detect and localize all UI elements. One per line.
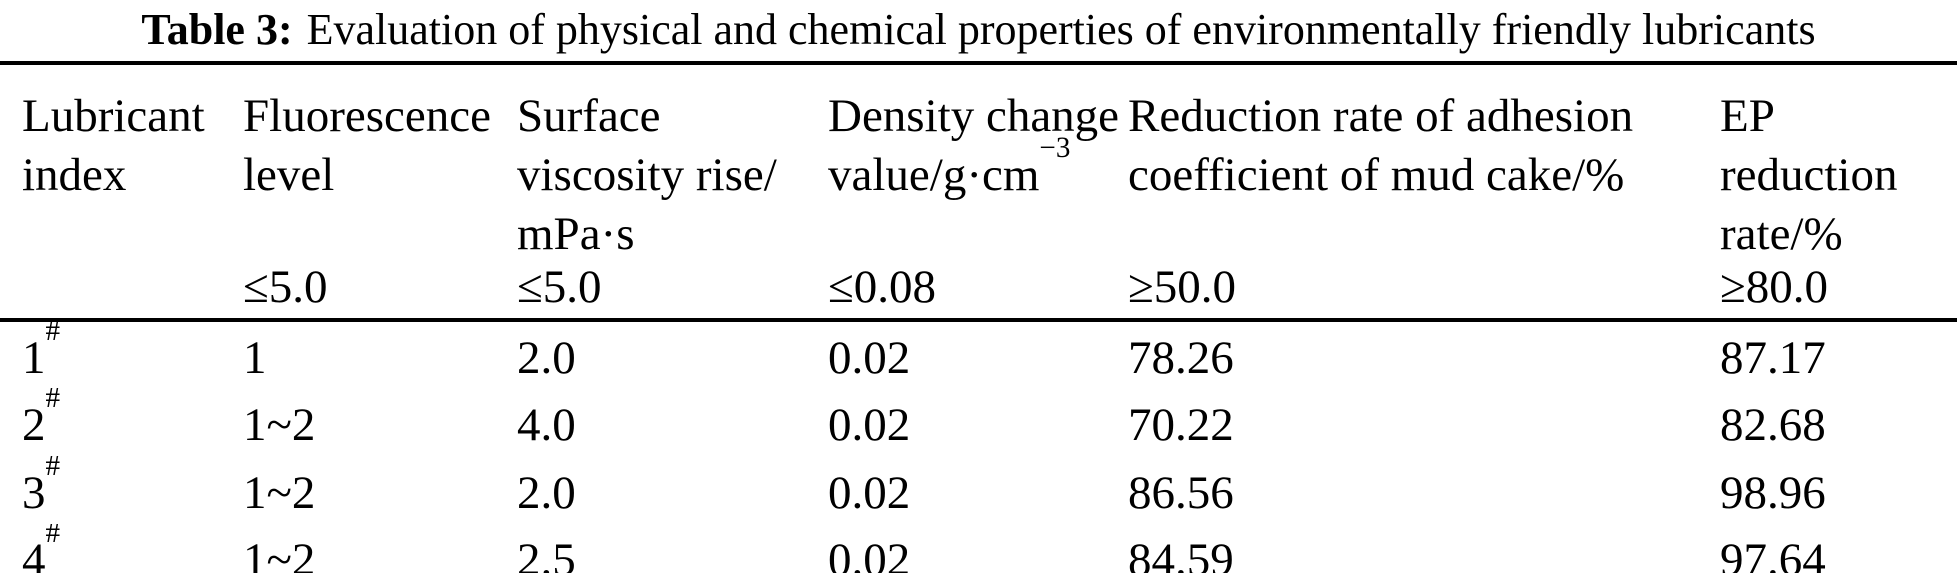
index-superscript: #: [45, 320, 61, 347]
header-line: value/g·cm−3: [828, 134, 1128, 205]
table-row-lubricant-2: 2# 1~2 4.0 0.02 70.22 82.68: [0, 388, 1957, 456]
spec-surface-viscosity-rise: ≤5.0: [517, 264, 828, 322]
cell-surface-viscosity-rise: 2.5: [517, 533, 576, 573]
spec-density-change: ≤0.08: [828, 264, 1128, 322]
header-line: mPa·s: [517, 208, 635, 260]
cell-index: 2#: [0, 388, 243, 456]
cell-density-change: 0.02: [828, 331, 911, 384]
cell-fluorescence-level: 1: [243, 331, 267, 384]
index-value: 2: [22, 398, 46, 451]
table-row-lubricant-3: 3# 1~2 2.0 0.02 86.56 98.96: [0, 456, 1957, 524]
table-caption-number: Table 3:: [141, 5, 293, 54]
cell-ep-reduction: 87.17: [1720, 331, 1826, 384]
header-row: Lubricant index Fluorescence level Surfa…: [0, 63, 1957, 264]
header-line: EP: [1720, 90, 1775, 142]
header-line: index: [22, 149, 127, 201]
spec-lubricant-index: [0, 264, 243, 322]
table-caption: Table 3: Evaluation of physical and chemi…: [0, 0, 1957, 61]
header-line: Surface: [517, 90, 661, 142]
cell-ep-reduction: 98.96: [1720, 466, 1826, 519]
column-header-fluorescence-level: Fluorescence level: [243, 63, 517, 264]
header-line: Fluorescence: [243, 90, 491, 142]
header-line: coefficient of mud cake/%: [1128, 149, 1625, 201]
index-value: 4: [22, 533, 46, 573]
cell-fluorescence-level: 1~2: [243, 533, 316, 573]
column-header-density-change: Density change value/g·cm−3: [828, 63, 1128, 264]
cell-adhesion-reduction: 86.56: [1128, 466, 1234, 519]
lubricant-properties-table: Lubricant index Fluorescence level Surfa…: [0, 61, 1957, 573]
cell-fluorescence-level: 1~2: [243, 398, 316, 451]
table-row-lubricant-1: 1# 1 2.0 0.02 78.26 87.17: [0, 320, 1957, 388]
cell-index: 4#: [0, 524, 243, 573]
spec-limits-row: ≤5.0 ≤5.0 ≤0.08 ≥50.0 ≥80.0: [0, 264, 1957, 322]
superscript-exponent: −3: [1039, 132, 1071, 165]
index-superscript: #: [45, 524, 61, 549]
table-row-lubricant-4: 4# 1~2 2.5 0.02 84.59 97.64: [0, 524, 1957, 573]
cell-surface-viscosity-rise: 2.0: [517, 331, 576, 384]
cell-density-change: 0.02: [828, 398, 911, 451]
column-header-lubricant-index: Lubricant index: [0, 63, 243, 264]
cell-ep-reduction: 97.64: [1720, 533, 1826, 573]
cell-adhesion-reduction: 84.59: [1128, 533, 1234, 573]
cell-adhesion-reduction: 78.26: [1128, 331, 1234, 384]
header-line: viscosity rise/: [517, 149, 777, 201]
cell-density-change: 0.02: [828, 466, 911, 519]
cell-surface-viscosity-rise: 2.0: [517, 466, 576, 519]
index-superscript: #: [45, 456, 61, 482]
spec-ep-reduction: ≥80.0: [1720, 264, 1957, 322]
header-line: reduction: [1720, 149, 1898, 201]
index-superscript: #: [45, 388, 61, 414]
header-line: rate/%: [1720, 208, 1843, 260]
cell-adhesion-reduction: 70.22: [1128, 398, 1234, 451]
column-header-surface-viscosity-rise: Surface viscosity rise/ mPa·s: [517, 63, 828, 264]
header-line: Density change: [828, 90, 1120, 142]
spec-fluorescence-level: ≤5.0: [243, 264, 517, 322]
column-header-ep-reduction: EP reduction rate/%: [1720, 63, 1957, 264]
table-caption-text: Evaluation of physical and chemical prop…: [306, 5, 1816, 54]
cell-ep-reduction: 82.68: [1720, 398, 1826, 451]
spec-adhesion-reduction: ≥50.0: [1128, 264, 1720, 322]
header-line-text: value/g·cm: [828, 149, 1040, 201]
cell-index: 3#: [0, 456, 243, 524]
header-line: level: [243, 149, 335, 201]
index-value: 1: [22, 331, 46, 384]
column-header-adhesion-reduction: Reduction rate of adhesion coefficient o…: [1128, 63, 1720, 264]
cell-fluorescence-level: 1~2: [243, 466, 316, 519]
cell-index: 1#: [0, 320, 243, 388]
index-value: 3: [22, 466, 46, 519]
header-line: Lubricant: [22, 90, 205, 142]
cell-density-change: 0.02: [828, 533, 911, 573]
header-line: Reduction rate of adhesion: [1128, 90, 1634, 142]
cell-surface-viscosity-rise: 4.0: [517, 398, 576, 451]
